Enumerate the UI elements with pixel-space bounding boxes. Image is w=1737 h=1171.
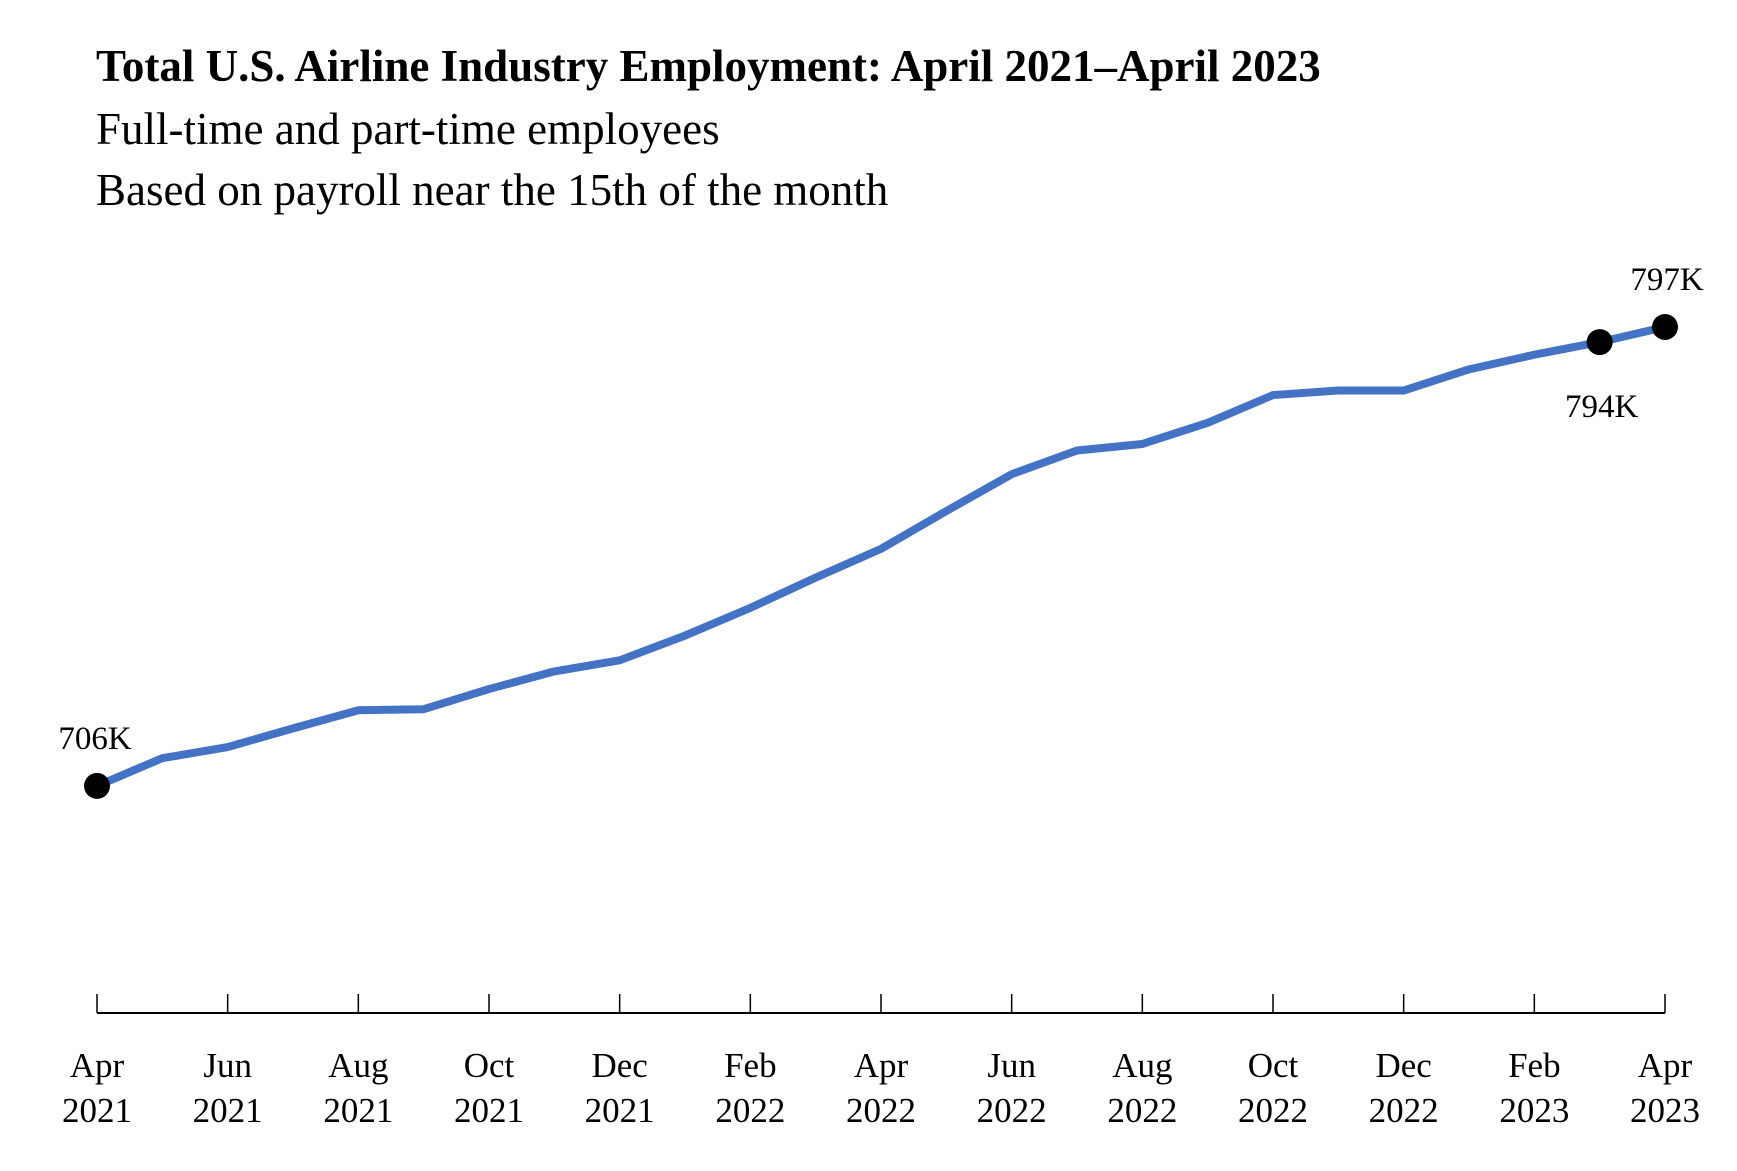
- x-tick-label-month: Dec: [591, 1046, 647, 1085]
- x-tick-label-year: 2022: [1107, 1091, 1177, 1130]
- x-tick-label-month: Apr: [1638, 1046, 1693, 1085]
- x-tick-label-month: Jun: [203, 1046, 252, 1085]
- data-point-marker: [1652, 313, 1678, 340]
- x-tick-label-year: 2021: [62, 1091, 132, 1130]
- x-tick-label-month: Aug: [328, 1046, 388, 1085]
- x-tick-label-year: 2022: [1238, 1091, 1308, 1130]
- data-label: 706K: [58, 721, 132, 757]
- x-tick-label-month: Apr: [854, 1046, 909, 1085]
- x-tick-label-month: Jun: [987, 1046, 1036, 1085]
- x-tick-label-month: Feb: [1508, 1046, 1561, 1085]
- x-tick-label-year: 2021: [454, 1091, 524, 1130]
- data-point-marker: [1586, 329, 1613, 356]
- x-tick-label-month: Apr: [70, 1046, 125, 1085]
- x-tick-label-year: 2021: [193, 1091, 263, 1130]
- x-tick-label-year: 2022: [977, 1091, 1047, 1130]
- x-tick-label-month: Feb: [724, 1046, 777, 1085]
- chart-subtitle-2: Based on payroll near the 15th of the mo…: [96, 165, 889, 215]
- x-tick-label-year: 2021: [585, 1091, 655, 1130]
- x-tick-label-month: Aug: [1112, 1046, 1172, 1085]
- data-label: 797K: [1630, 262, 1704, 298]
- x-tick-label-year: 2023: [1630, 1091, 1700, 1130]
- x-tick-label-year: 2022: [715, 1091, 785, 1130]
- data-label: 794K: [1565, 389, 1639, 425]
- x-tick-label-year: 2022: [846, 1091, 916, 1130]
- x-tick-label-year: 2023: [1499, 1091, 1569, 1130]
- x-tick-label-month: Oct: [1248, 1046, 1299, 1085]
- chart-subtitle-1: Full-time and part-time employees: [96, 104, 720, 154]
- chart-title: Total U.S. Airline Industry Employment: …: [96, 41, 1321, 91]
- x-tick-label-year: 2021: [323, 1091, 393, 1130]
- x-tick-label-month: Oct: [464, 1046, 515, 1085]
- data-point-marker: [84, 772, 110, 799]
- x-tick-label-year: 2022: [1369, 1091, 1439, 1130]
- x-tick-label-month: Dec: [1375, 1046, 1431, 1085]
- series-line: [95, 323, 1666, 790]
